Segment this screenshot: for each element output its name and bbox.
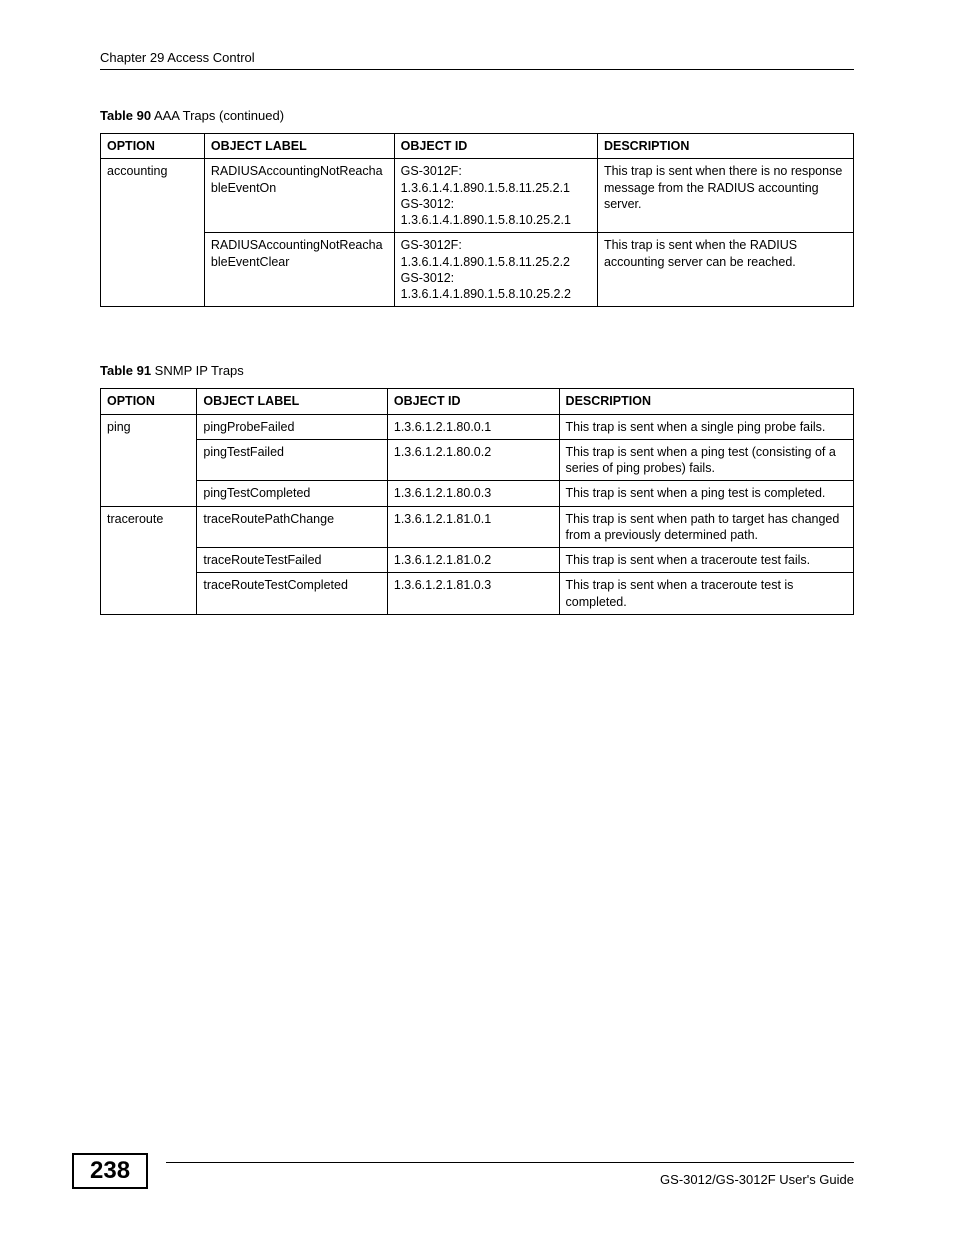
cell-label: pingTestFailed [197, 439, 388, 481]
table91-th-id: OBJECT ID [387, 389, 559, 414]
cell-label: pingTestCompleted [197, 481, 388, 506]
cell-id: GS-3012F: 1.3.6.1.4.1.890.1.5.8.11.25.2.… [394, 233, 597, 307]
cell-desc: This trap is sent when a ping test is co… [559, 481, 853, 506]
cell-desc: This trap is sent when a traceroute test… [559, 548, 853, 573]
cell-desc: This trap is sent when path to target ha… [559, 506, 853, 548]
guide-name: GS-3012/GS-3012F User's Guide [660, 1172, 854, 1187]
table91-th-desc: DESCRIPTION [559, 389, 853, 414]
table90-th-option: OPTION [101, 134, 205, 159]
table-row: traceroutetraceRoutePathChange1.3.6.1.2.… [101, 506, 854, 548]
table91-caption-bold: Table 91 [100, 363, 151, 378]
table90-caption-bold: Table 90 [100, 108, 151, 123]
table91-caption-rest: SNMP IP Traps [151, 363, 244, 378]
cell-label: RADIUSAccountingNotReachableEventClear [204, 233, 394, 307]
footer-bar: 238 GS-3012/GS-3012F User's Guide [72, 1169, 854, 1189]
table-header-row: OPTION OBJECT LABEL OBJECT ID DESCRIPTIO… [101, 389, 854, 414]
cell-desc: This trap is sent when a single ping pro… [559, 414, 853, 439]
table91-th-option: OPTION [101, 389, 197, 414]
table-row: pingTestFailed1.3.6.1.2.1.80.0.2This tra… [101, 439, 854, 481]
table90-caption-rest: AAA Traps (continued) [151, 108, 284, 123]
header-rule [100, 69, 854, 70]
cell-label: RADIUSAccountingNotReachableEventOn [204, 159, 394, 233]
table90-section: Table 90 AAA Traps (continued) OPTION OB… [100, 108, 854, 307]
table90: OPTION OBJECT LABEL OBJECT ID DESCRIPTIO… [100, 133, 854, 307]
table91: OPTION OBJECT LABEL OBJECT ID DESCRIPTIO… [100, 388, 854, 615]
cell-id: 1.3.6.1.2.1.81.0.1 [387, 506, 559, 548]
chapter-header: Chapter 29 Access Control [100, 50, 854, 65]
page-number: 238 [72, 1153, 148, 1189]
cell-id: GS-3012F: 1.3.6.1.4.1.890.1.5.8.11.25.2.… [394, 159, 597, 233]
cell-desc: This trap is sent when the RADIUS accoun… [597, 233, 853, 307]
table90-th-desc: DESCRIPTION [597, 134, 853, 159]
footer: 238 GS-3012/GS-3012F User's Guide [72, 1162, 854, 1189]
table-row: pingTestCompleted1.3.6.1.2.1.80.0.3This … [101, 481, 854, 506]
table-row: RADIUSAccountingNotReachableEventClearGS… [101, 233, 854, 307]
footer-rule [166, 1162, 854, 1163]
cell-desc: This trap is sent when there is no respo… [597, 159, 853, 233]
table-row: traceRouteTestCompleted1.3.6.1.2.1.81.0.… [101, 573, 854, 615]
cell-id: 1.3.6.1.2.1.80.0.2 [387, 439, 559, 481]
table91-section: Table 91 SNMP IP Traps OPTION OBJECT LAB… [100, 363, 854, 615]
table91-caption: Table 91 SNMP IP Traps [100, 363, 854, 378]
table90-th-label: OBJECT LABEL [204, 134, 394, 159]
cell-label: traceRoutePathChange [197, 506, 388, 548]
cell-option: accounting [101, 159, 205, 307]
table-row: pingpingProbeFailed1.3.6.1.2.1.80.0.1Thi… [101, 414, 854, 439]
cell-id: 1.3.6.1.2.1.81.0.3 [387, 573, 559, 615]
cell-id: 1.3.6.1.2.1.81.0.2 [387, 548, 559, 573]
table91-th-label: OBJECT LABEL [197, 389, 388, 414]
cell-desc: This trap is sent when a traceroute test… [559, 573, 853, 615]
cell-label: pingProbeFailed [197, 414, 388, 439]
cell-id: 1.3.6.1.2.1.80.0.1 [387, 414, 559, 439]
table-row: traceRouteTestFailed1.3.6.1.2.1.81.0.2Th… [101, 548, 854, 573]
table90-th-id: OBJECT ID [394, 134, 597, 159]
table90-caption: Table 90 AAA Traps (continued) [100, 108, 854, 123]
cell-option: traceroute [101, 506, 197, 614]
cell-label: traceRouteTestFailed [197, 548, 388, 573]
cell-id: 1.3.6.1.2.1.80.0.3 [387, 481, 559, 506]
cell-option: ping [101, 414, 197, 506]
cell-desc: This trap is sent when a ping test (cons… [559, 439, 853, 481]
table-header-row: OPTION OBJECT LABEL OBJECT ID DESCRIPTIO… [101, 134, 854, 159]
table-row: accountingRADIUSAccountingNotReachableEv… [101, 159, 854, 233]
cell-label: traceRouteTestCompleted [197, 573, 388, 615]
